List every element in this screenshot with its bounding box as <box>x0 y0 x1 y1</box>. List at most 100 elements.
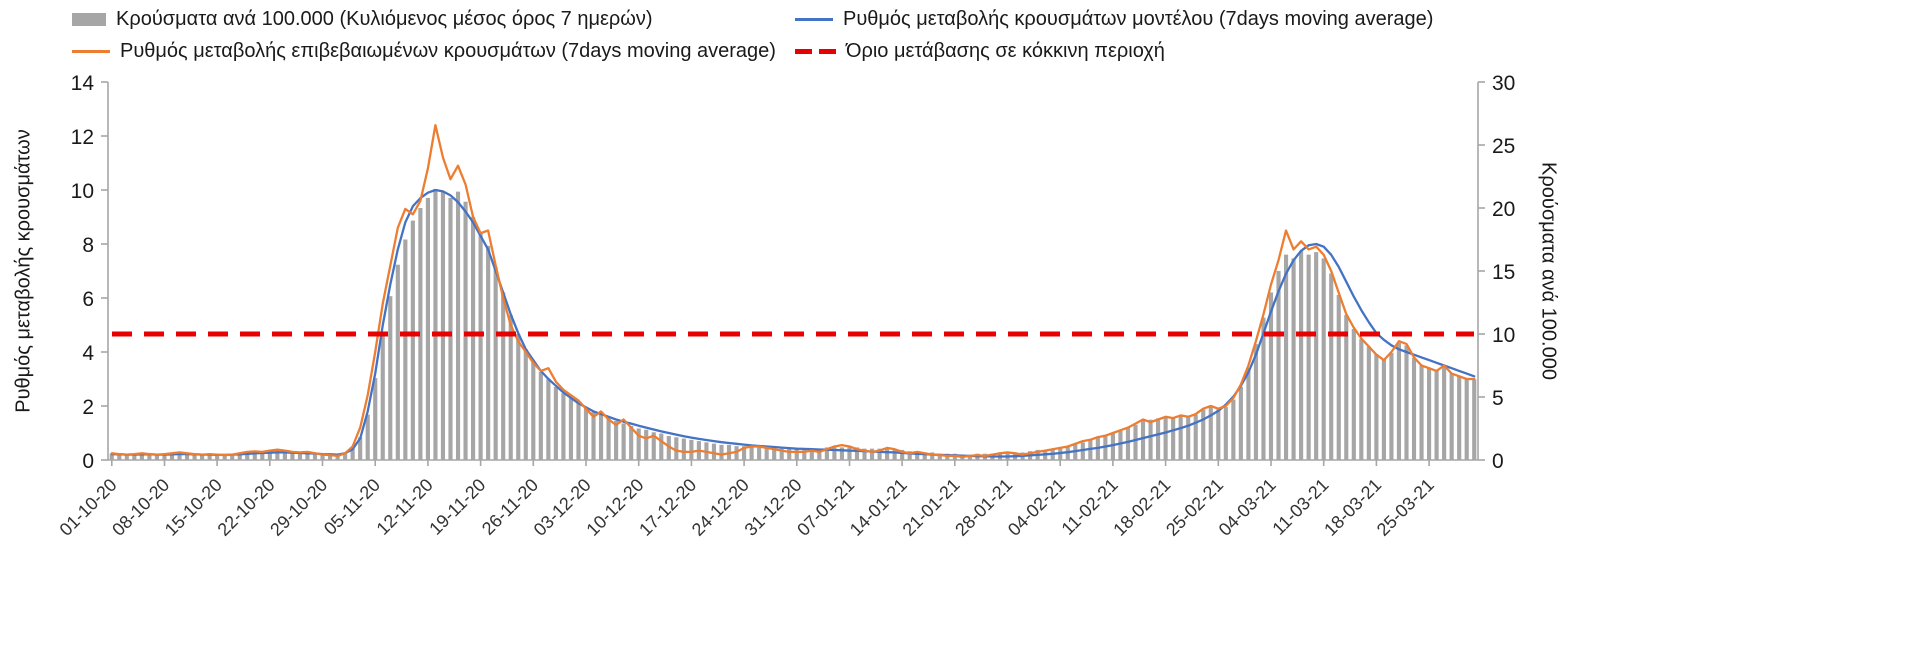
case-bar <box>418 208 423 460</box>
case-bar <box>425 197 430 461</box>
case-bar <box>907 451 912 460</box>
legend-item-red-threshold: Όριο μετάβασης σε κόκκινη περιοχή <box>795 40 1165 63</box>
right-axis-tick-label: 30 <box>1492 72 1515 95</box>
case-bar <box>516 334 521 460</box>
case-bar <box>719 444 724 460</box>
left-axis-tick-label: 14 <box>71 72 95 95</box>
case-bar <box>365 414 370 460</box>
case-bar <box>1268 292 1274 460</box>
case-bar <box>215 454 220 460</box>
legend-label-confirmed-line: Ρυθμός μεταβολής επιβεβαιωμένων κρουσμάτ… <box>120 40 776 62</box>
case-bar <box>802 448 807 460</box>
case-bar <box>1457 375 1462 460</box>
case-bar <box>621 423 626 460</box>
case-bar <box>937 453 942 460</box>
case-bar <box>794 448 799 460</box>
case-bar <box>275 450 280 460</box>
x-axis-tick-label: 25-03-21 <box>1373 475 1438 540</box>
case-bar <box>1389 352 1394 460</box>
case-bar <box>779 448 784 460</box>
case-bar <box>147 453 152 460</box>
case-bar <box>809 448 814 460</box>
case-bar <box>930 452 935 460</box>
case-bar <box>862 448 867 460</box>
case-bar <box>1216 409 1221 460</box>
case-bar <box>1208 407 1213 460</box>
x-axis-tick-label: 22-10-20 <box>214 475 279 540</box>
case-bar <box>297 452 303 460</box>
case-bar <box>169 453 175 460</box>
x-axis-tick-label: 29-10-20 <box>266 475 331 540</box>
case-bar <box>681 438 686 460</box>
case-bar <box>177 453 182 460</box>
case-bar <box>1299 250 1304 460</box>
case-bar <box>154 454 159 460</box>
case-bar <box>877 448 882 460</box>
case-bar <box>1427 368 1432 460</box>
case-bar <box>222 454 227 460</box>
case-bar <box>1419 365 1424 460</box>
case-bar <box>1253 344 1259 460</box>
x-axis-tick-label: 28-01-21 <box>951 475 1016 540</box>
case-bar <box>200 454 205 460</box>
legend-label-model-line: Ρυθμός μεταβολής κρουσμάτων μοντέλου (7d… <box>843 8 1434 30</box>
case-bar <box>1163 417 1168 460</box>
case-bar <box>757 446 762 460</box>
confirmed-line-swatch-icon <box>72 50 110 53</box>
case-bar <box>892 449 897 460</box>
model-line-swatch-icon <box>795 18 833 21</box>
x-axis-tick-label: 04-03-21 <box>1215 475 1280 540</box>
case-bar <box>501 292 506 460</box>
case-bar <box>546 379 551 460</box>
case-bar <box>1110 433 1115 460</box>
x-axis-tick-label: 18-02-21 <box>1109 475 1174 540</box>
legend-item-cases-bars: Κρούσματα ανά 100.000 (Κυλιόμενος μέσος … <box>72 8 653 31</box>
x-axis-tick-label: 10-12-20 <box>582 475 647 540</box>
case-bar <box>486 245 491 460</box>
case-bar <box>1223 407 1228 460</box>
x-axis-tick-label: 21-01-21 <box>899 475 964 540</box>
case-bar <box>207 454 212 460</box>
case-bar <box>523 349 528 460</box>
case-bar <box>1306 254 1311 460</box>
case-bar <box>832 447 837 460</box>
x-axis-tick-label: 15-10-20 <box>161 475 226 540</box>
case-bar <box>598 414 604 460</box>
case-bar <box>1276 271 1281 460</box>
case-bar <box>1336 294 1341 460</box>
case-bar <box>1246 368 1251 460</box>
case-bar <box>1238 386 1243 460</box>
case-bar <box>358 437 363 460</box>
case-bar <box>749 446 754 460</box>
case-bar <box>1329 273 1334 460</box>
case-bar <box>335 454 340 460</box>
case-bar <box>1125 427 1131 460</box>
left-axis-tick-label: 2 <box>82 396 94 419</box>
case-bar <box>1464 378 1469 460</box>
case-bar <box>636 428 641 460</box>
case-bar <box>343 453 348 460</box>
case-bar <box>1321 258 1326 460</box>
case-bar <box>847 447 852 460</box>
right-axis-tick-label: 25 <box>1492 135 1515 158</box>
case-bar <box>267 451 272 460</box>
case-bar <box>885 448 890 460</box>
case-bar <box>1231 399 1236 460</box>
case-bar <box>162 454 167 460</box>
case-bar <box>1314 252 1319 460</box>
case-bar <box>1404 345 1409 460</box>
case-bar <box>448 197 453 461</box>
x-axis-tick-label: 17-12-20 <box>635 475 700 540</box>
case-bar <box>1366 346 1371 460</box>
right-axis-tick-label: 5 <box>1492 387 1504 410</box>
right-axis-tick-label: 0 <box>1492 450 1504 473</box>
case-bar <box>463 201 468 460</box>
left-axis-tick-label: 12 <box>71 126 94 149</box>
case-bar <box>139 453 144 460</box>
legend-item-confirmed-line: Ρυθμός μεταβολής επιβεβαιωμένων κρουσμάτ… <box>72 40 776 63</box>
case-bar <box>967 454 972 460</box>
case-bar <box>734 446 739 460</box>
case-bar <box>900 449 905 460</box>
x-axis-tick-label: 03-12-20 <box>530 475 595 540</box>
